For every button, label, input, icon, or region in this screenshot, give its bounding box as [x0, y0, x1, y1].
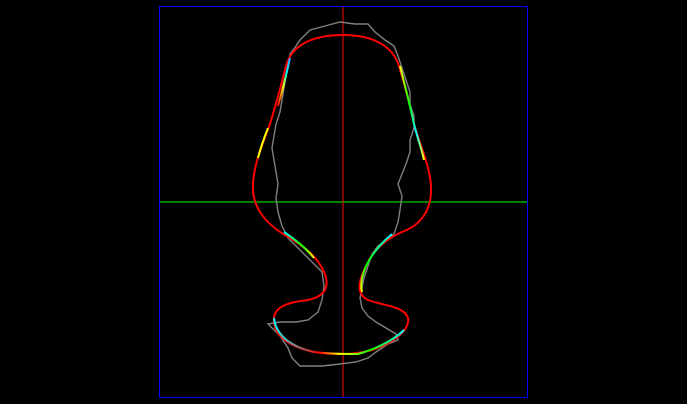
highlight-left-upper	[277, 57, 291, 107]
highlight-right-upper	[399, 65, 425, 161]
highlight-left-neck	[283, 231, 315, 259]
highlight-base	[273, 317, 405, 356]
highlight-right-neck	[360, 233, 393, 293]
highlight-left-mid	[257, 127, 269, 159]
measured-contour	[266, 21, 415, 367]
plot-frame	[159, 6, 528, 398]
